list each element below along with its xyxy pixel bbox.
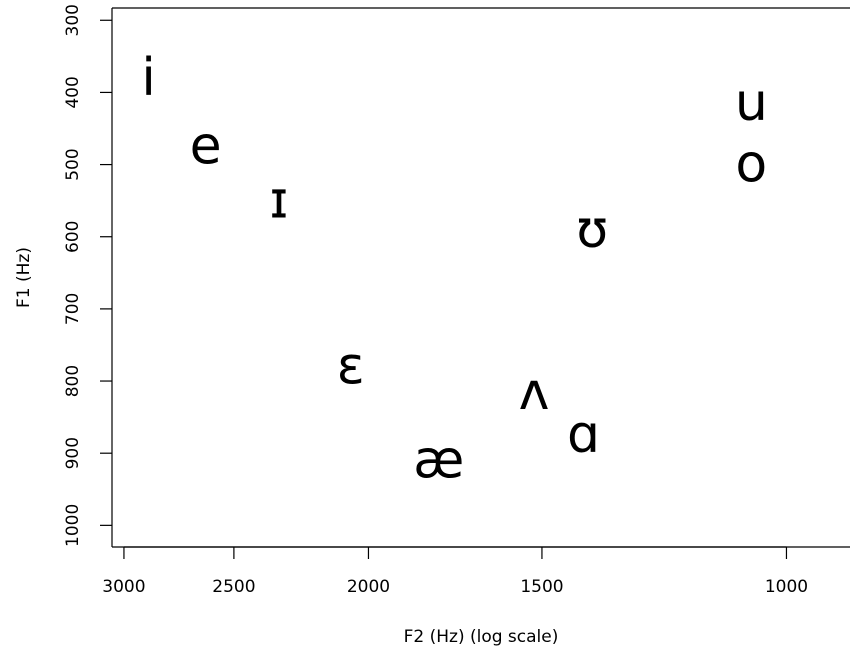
vowel-point: ɑ (567, 405, 600, 465)
y-tick-label: 900 (63, 437, 83, 469)
y-axis-title: F1 (Hz) (14, 247, 34, 308)
x-tick-label: 1500 (520, 577, 563, 597)
vowel-point: u (735, 73, 768, 133)
y-tick-label: 1000 (63, 504, 83, 547)
vowel-point: i (141, 48, 155, 108)
y-tick-label: 600 (63, 221, 83, 253)
vowel-point: æ (413, 430, 464, 490)
vowel-point: ʌ (519, 362, 550, 422)
vowel-point: ɪ (269, 171, 288, 231)
vowel-point: o (735, 135, 767, 195)
y-tick-label: 400 (63, 76, 83, 108)
y-tick-label: 700 (63, 293, 83, 325)
y-tick-label: 500 (63, 148, 83, 180)
y-tick-label: 800 (63, 365, 83, 397)
y-tick-label: 300 (63, 4, 83, 36)
vowel-point: ɛ (337, 337, 365, 397)
x-tick-label: 1000 (765, 577, 808, 597)
x-tick-label: 3000 (102, 577, 145, 597)
x-tick-label: 2000 (347, 577, 390, 597)
x-tick-label: 2500 (212, 577, 255, 597)
vowel-point: e (190, 117, 222, 177)
axes: 300 400 500 600 700 800 900 1000 3000 2500 2000 150… (63, 4, 850, 597)
x-axis-title: F2 (Hz) (log scale) (404, 627, 559, 647)
vowel-point: ʊ (576, 200, 608, 260)
